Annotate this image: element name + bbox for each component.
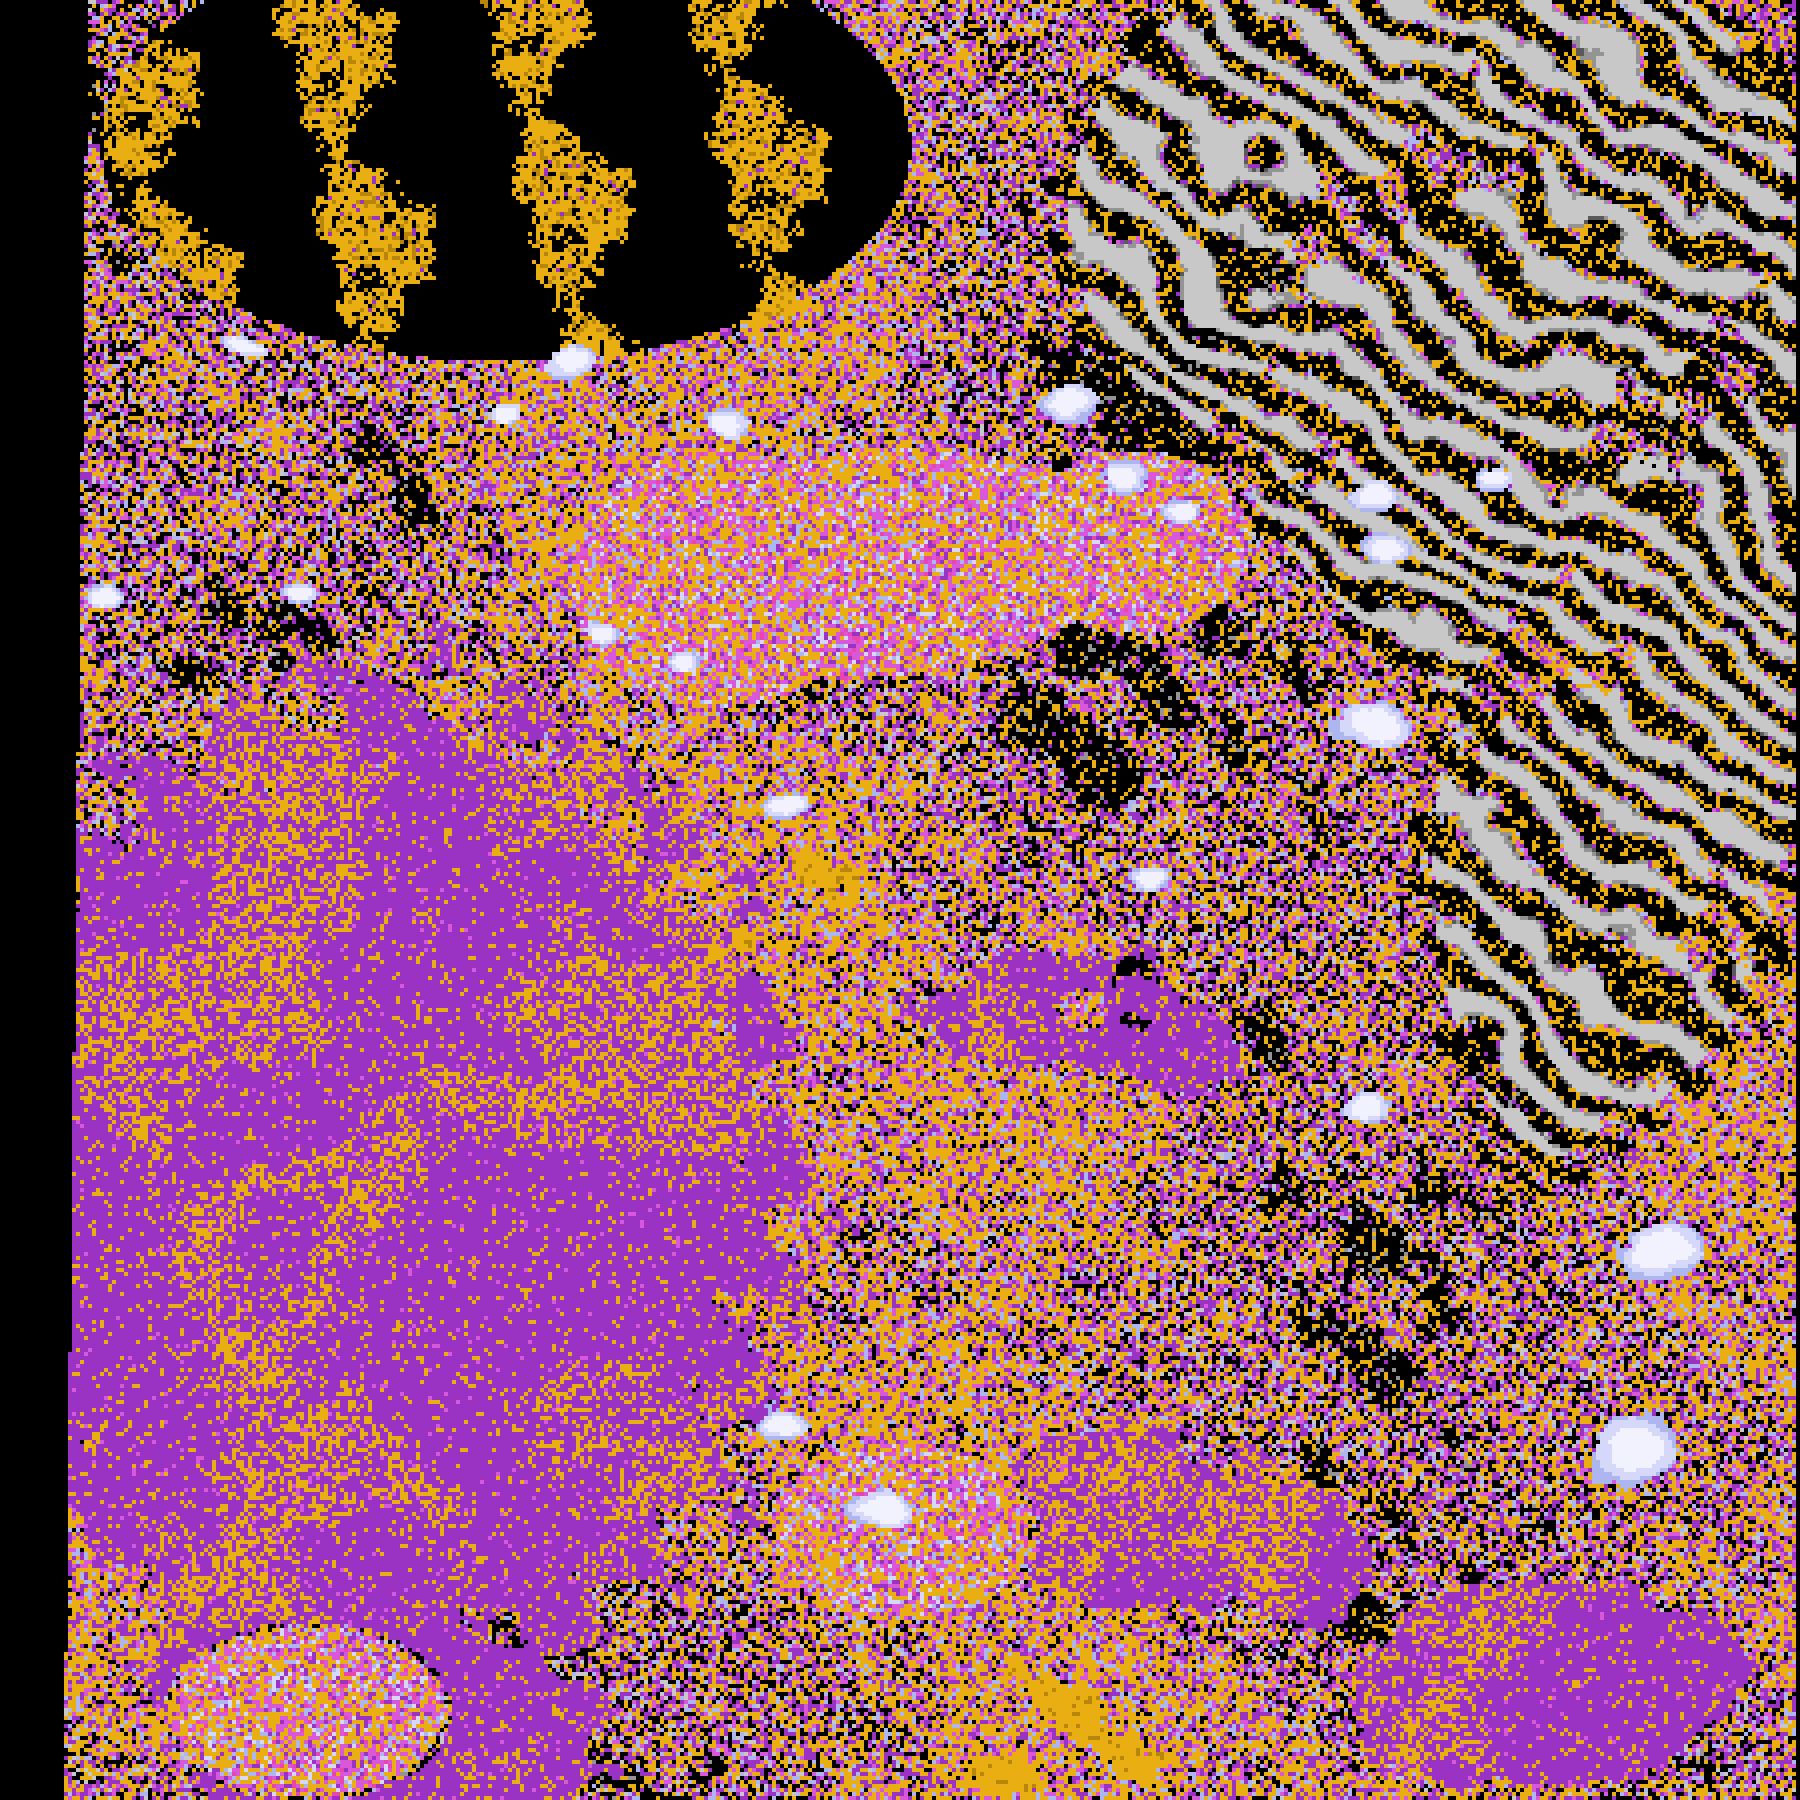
satellite-scene-root: Satellite False-Color Classification Sce… xyxy=(0,0,1800,1800)
satellite-raster-canvas xyxy=(0,0,1800,1800)
